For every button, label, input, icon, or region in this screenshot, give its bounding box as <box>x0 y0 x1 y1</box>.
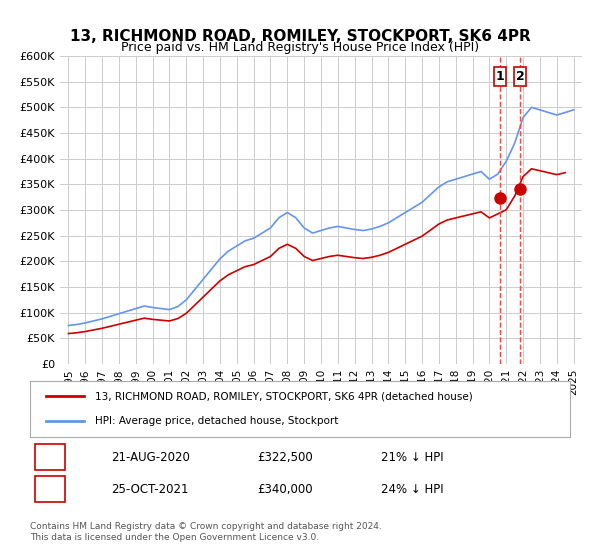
Text: 2: 2 <box>515 69 524 82</box>
FancyBboxPatch shape <box>35 476 65 502</box>
Text: 2: 2 <box>46 483 55 496</box>
Text: 1: 1 <box>496 69 505 82</box>
Text: 13, RICHMOND ROAD, ROMILEY, STOCKPORT, SK6 4PR (detached house): 13, RICHMOND ROAD, ROMILEY, STOCKPORT, S… <box>95 391 473 402</box>
Text: HPI: Average price, detached house, Stockport: HPI: Average price, detached house, Stoc… <box>95 416 338 426</box>
Text: This data is licensed under the Open Government Licence v3.0.: This data is licensed under the Open Gov… <box>30 533 319 543</box>
Text: Contains HM Land Registry data © Crown copyright and database right 2024.: Contains HM Land Registry data © Crown c… <box>30 522 382 531</box>
Text: 21% ↓ HPI: 21% ↓ HPI <box>381 451 443 464</box>
FancyBboxPatch shape <box>35 444 65 470</box>
Text: 24% ↓ HPI: 24% ↓ HPI <box>381 483 443 496</box>
Text: £322,500: £322,500 <box>257 451 313 464</box>
FancyBboxPatch shape <box>494 67 506 86</box>
Text: Price paid vs. HM Land Registry's House Price Index (HPI): Price paid vs. HM Land Registry's House … <box>121 41 479 54</box>
Text: 21-AUG-2020: 21-AUG-2020 <box>111 451 190 464</box>
FancyBboxPatch shape <box>514 67 526 86</box>
Text: £340,000: £340,000 <box>257 483 313 496</box>
Text: 1: 1 <box>46 451 55 464</box>
Text: 13, RICHMOND ROAD, ROMILEY, STOCKPORT, SK6 4PR: 13, RICHMOND ROAD, ROMILEY, STOCKPORT, S… <box>70 29 530 44</box>
Text: 25-OCT-2021: 25-OCT-2021 <box>111 483 188 496</box>
